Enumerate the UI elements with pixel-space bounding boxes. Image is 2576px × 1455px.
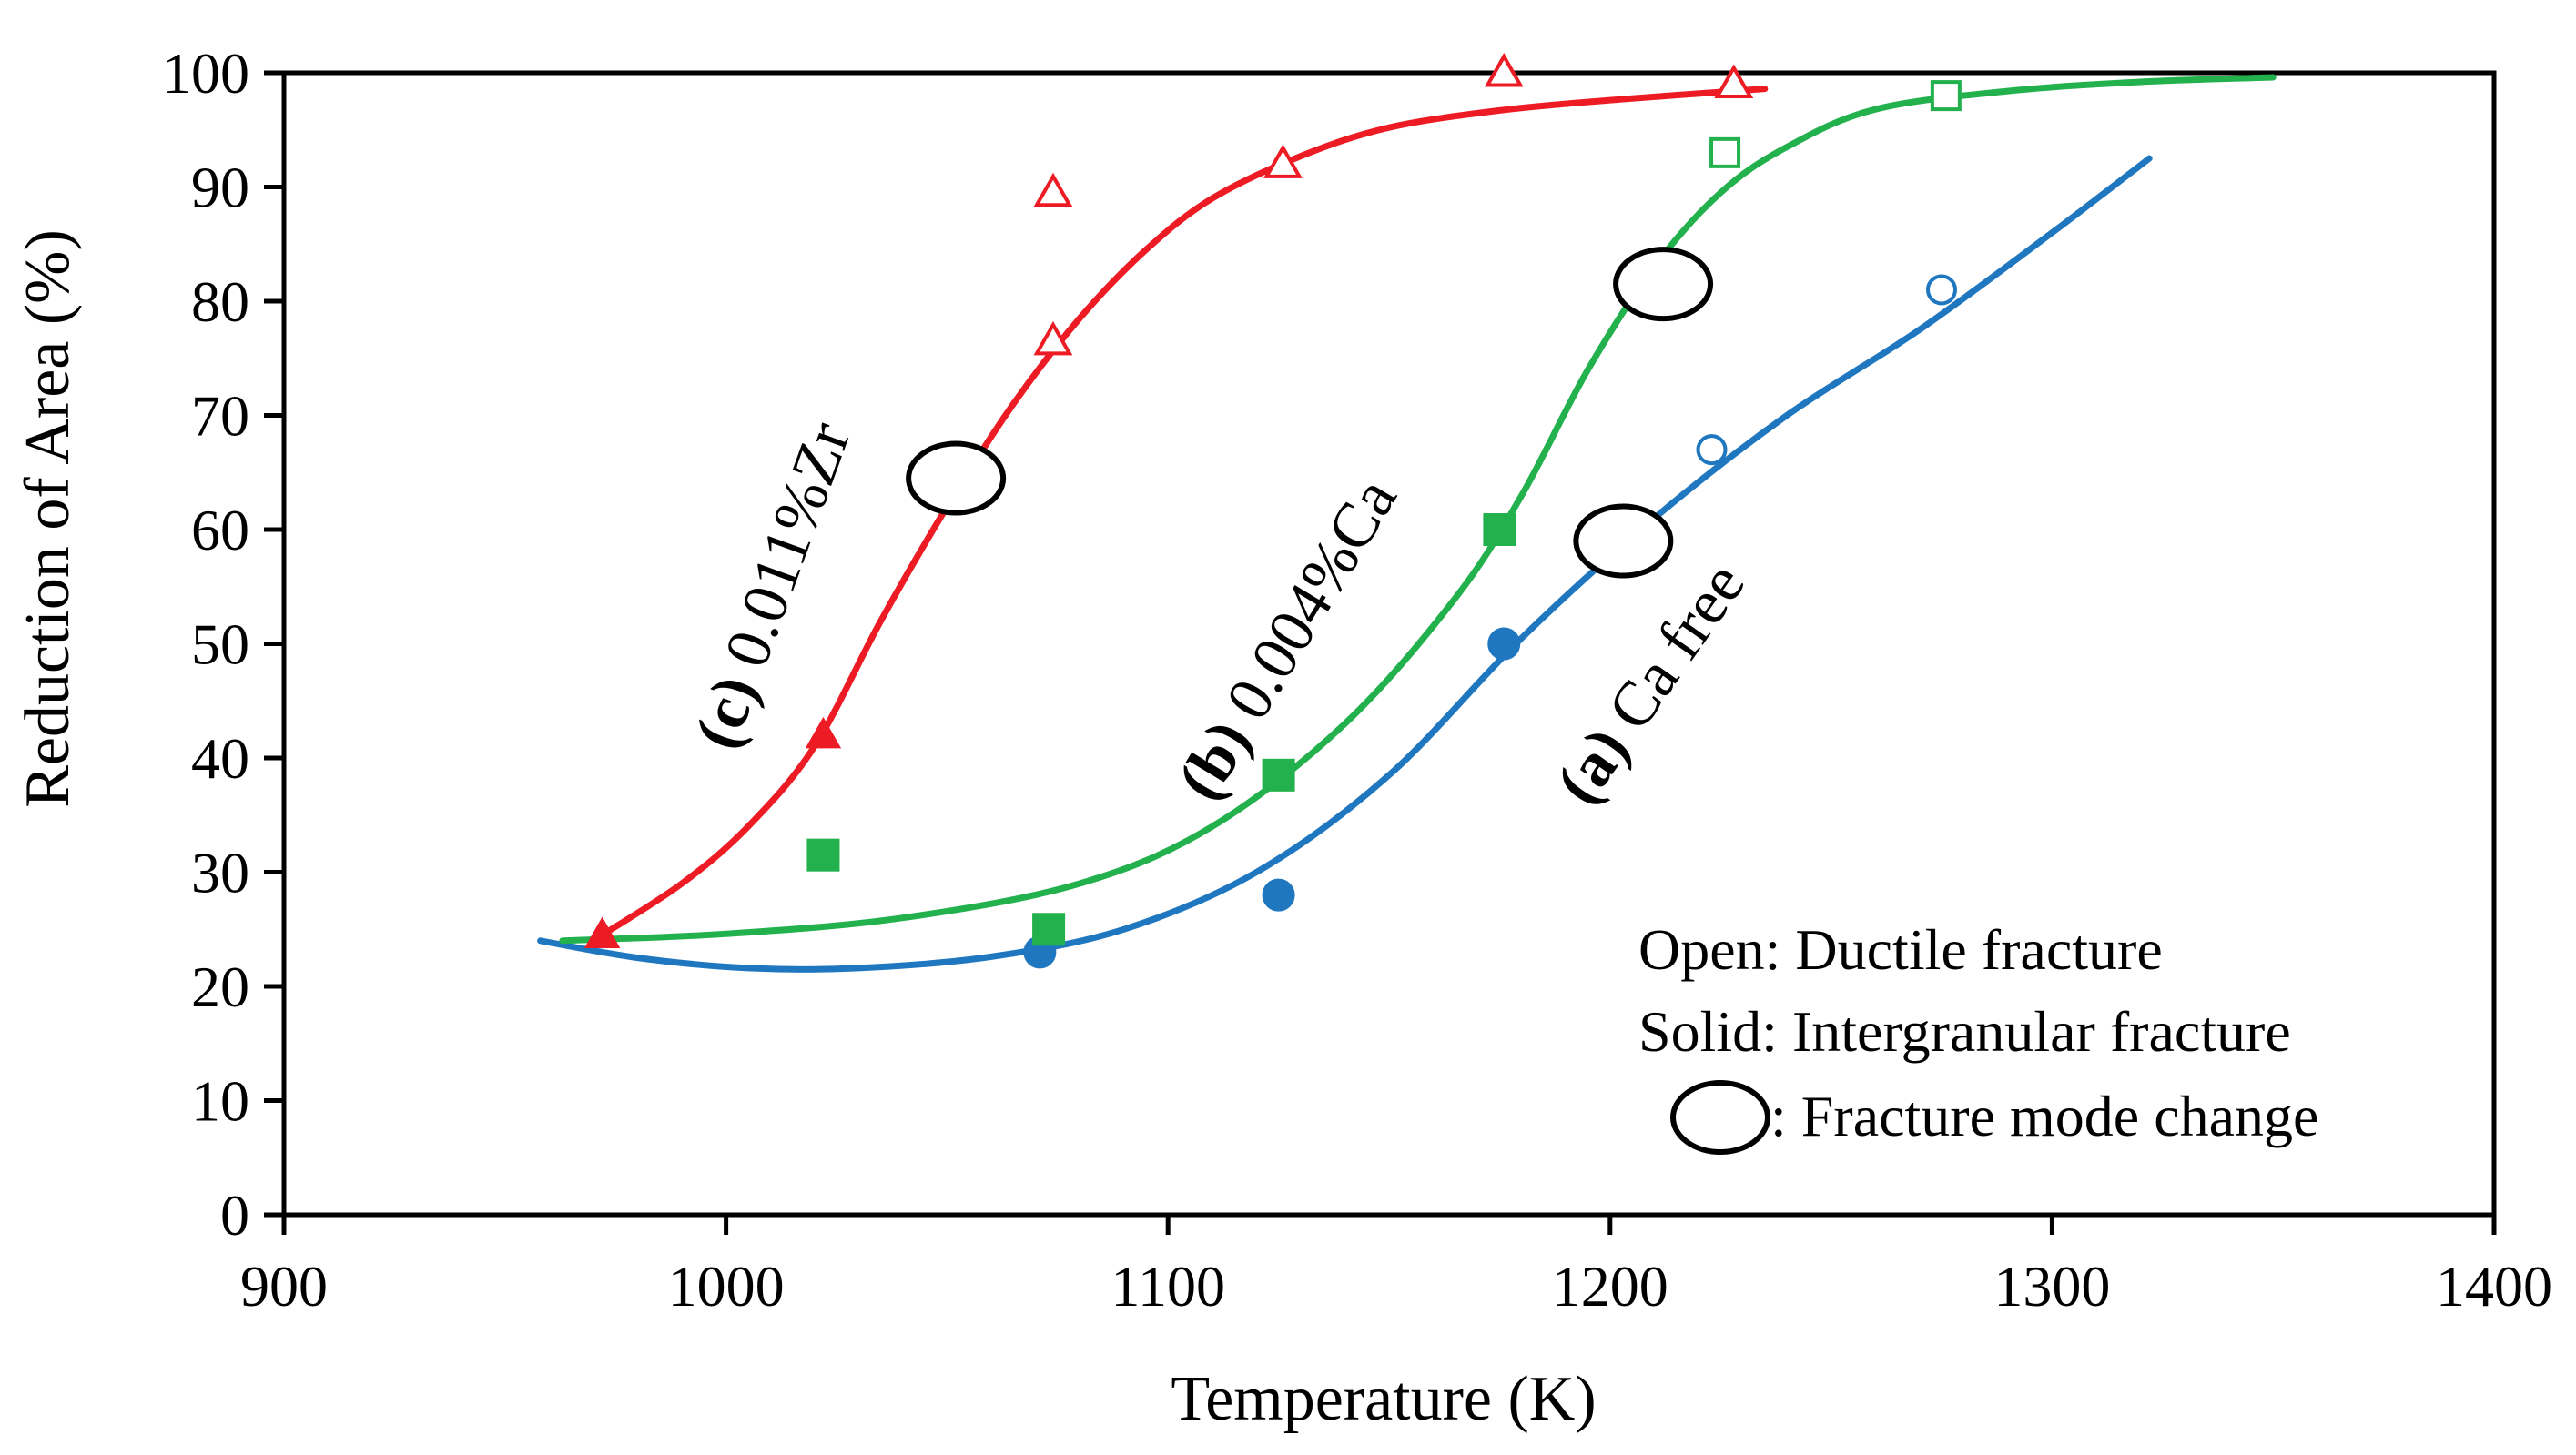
curve-a: [537, 155, 2153, 973]
x-tick-label-1400: 1400: [2436, 1254, 2552, 1319]
x-tick-label-1300: 1300: [1993, 1254, 2110, 1319]
x-tick-label-900: 900: [240, 1254, 328, 1319]
marker-c-4: [1263, 144, 1303, 178]
y-tick-label-40: 40: [191, 726, 249, 791]
mode-change-ellipse-b: [1613, 247, 1714, 322]
marker-b-3: [1483, 513, 1516, 546]
marker-c-6: [1714, 64, 1754, 99]
marker-c-1: [805, 716, 842, 749]
legend-solid: Solid: Intergranular fracture: [1638, 999, 2291, 1064]
data-markers: [583, 52, 1962, 969]
y-tick-label-20: 20: [191, 955, 249, 1019]
marker-c-5: [1484, 52, 1524, 87]
marker-b-4: [1709, 136, 1741, 168]
marker-c-0: [583, 916, 621, 949]
y-tick-label-80: 80: [191, 269, 249, 334]
x-tick-label-1200: 1200: [1552, 1254, 1668, 1319]
y-tick-label-10: 10: [191, 1069, 249, 1134]
marker-a-3: [1696, 434, 1728, 466]
marker-b-5: [1930, 80, 1962, 112]
marker-b-0: [806, 838, 840, 872]
y-tick-label-0: 0: [220, 1183, 249, 1248]
marker-c-2: [1033, 172, 1073, 207]
x-tick-label-1100: 1100: [1111, 1254, 1225, 1319]
y-tick-label-30: 30: [191, 841, 249, 905]
fracture-mode-change-markers: [906, 247, 1714, 579]
y-tick-label-100: 100: [162, 41, 249, 106]
marker-a-1: [1262, 878, 1295, 912]
marker-b-2: [1262, 758, 1295, 792]
marker-a-2: [1487, 627, 1521, 661]
legend-open: Open: Ductile fracture: [1638, 917, 2163, 982]
mode-change-ellipse-c: [906, 440, 1007, 516]
y-tick-label-50: 50: [191, 612, 249, 677]
y-tick-label-70: 70: [191, 384, 249, 449]
legend-mode-change: : Fracture mode change: [1770, 1084, 2318, 1148]
marker-c-3: [1033, 320, 1073, 356]
legend-mode-change-ellipse: [1670, 1080, 1770, 1155]
y-tick-label-60: 60: [191, 498, 249, 562]
curve-c: [599, 86, 1769, 938]
mode-change-ellipse-a: [1573, 503, 1674, 579]
axes: 0 10 20 30 40 50 60 70 80 90 100 900 1000 1100 1200 130…: [162, 41, 2552, 1319]
marker-a-4: [1926, 274, 1957, 306]
x-tick-label-1000: 1000: [668, 1254, 785, 1319]
y-tick-label-90: 90: [191, 156, 249, 220]
marker-b-1: [1032, 913, 1066, 946]
legend: Open: Ductile fracture Solid: Intergranu…: [1638, 917, 2318, 1155]
x-axis-title: Temperature (K): [1171, 1364, 1596, 1434]
y-axis-title: Reduction of Area (%): [13, 229, 83, 808]
